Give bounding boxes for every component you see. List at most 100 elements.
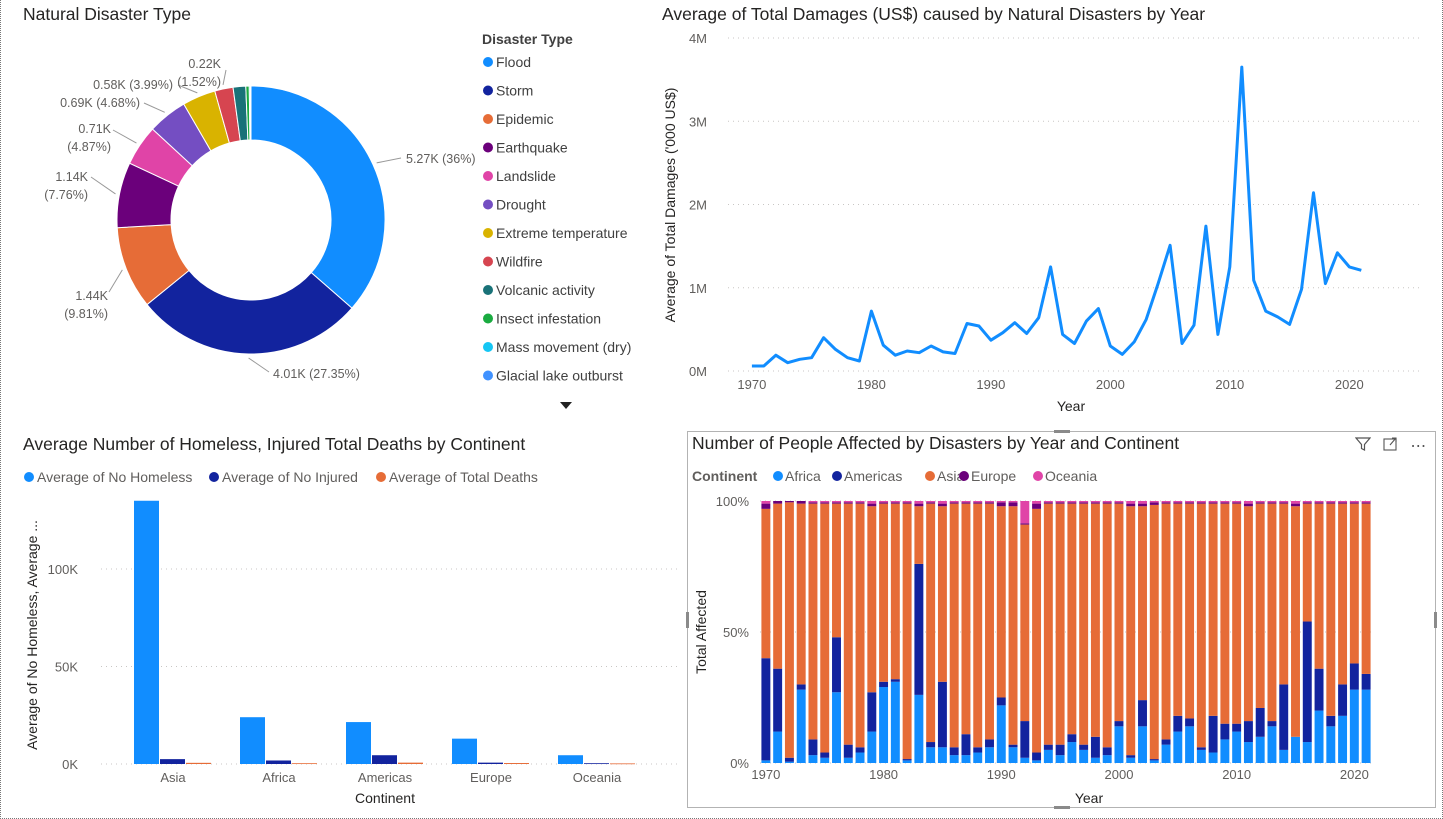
stacked-bar-1979-americas[interactable]: [867, 692, 877, 732]
stacked-bar-1975-americas[interactable]: [820, 752, 830, 758]
line-data-point[interactable]: [1299, 287, 1304, 292]
stacked-bar-1976-europe[interactable]: [832, 502, 841, 504]
stacked-bar-2012-americas[interactable]: [1255, 707, 1265, 737]
stacked-bar-1983-americas[interactable]: [914, 563, 924, 695]
stacked-bar-1998-europe[interactable]: [1090, 502, 1100, 504]
stacked-bar-2010-africa[interactable]: [1232, 731, 1242, 763]
stacked-bar-1986-oceania[interactable]: [949, 501, 959, 503]
stacked-bar-1988-asia[interactable]: [973, 503, 983, 748]
stacked-bar-2005-americas[interactable]: [1173, 715, 1183, 732]
stacked-bar-1979-oceania[interactable]: [867, 501, 877, 504]
stacked-bar-1971-americas[interactable]: [773, 668, 783, 732]
stacked-bar-1991-africa[interactable]: [1008, 747, 1018, 763]
stacked-bar-1982-asia[interactable]: [902, 503, 912, 760]
stacked-bar-2003-oceania[interactable]: [1149, 501, 1159, 503]
stacked-bar-1980-americas[interactable]: [879, 681, 889, 688]
caret-down-icon[interactable]: [560, 402, 572, 409]
stacked-bar-1978-africa[interactable]: [855, 752, 865, 763]
line-data-point[interactable]: [761, 364, 766, 369]
stacked-bar-1979-africa[interactable]: [867, 731, 877, 763]
stacked-bar-1990-africa[interactable]: [996, 705, 1006, 763]
bar-oceania-2[interactable]: [610, 763, 635, 765]
stacked-bar-2011-americas[interactable]: [1243, 721, 1253, 743]
stacked-bar-1986-americas[interactable]: [949, 747, 959, 756]
line-data-point[interactable]: [881, 343, 886, 348]
line-data-point[interactable]: [821, 335, 826, 340]
stacked-bar-2021-asia[interactable]: [1361, 503, 1371, 674]
stacked-bar-1970-africa[interactable]: [761, 760, 771, 763]
stacked-bar-2013-oceania[interactable]: [1267, 501, 1277, 503]
stacked-bar-1974-africa[interactable]: [808, 755, 818, 763]
stacked-bar-1998-africa[interactable]: [1090, 757, 1100, 763]
stacked-bar-1997-americas[interactable]: [1079, 744, 1089, 750]
line-data-point[interactable]: [929, 344, 934, 349]
stacked-bar-2008-europe[interactable]: [1208, 502, 1218, 504]
stacked-bar-1972-americas[interactable]: [784, 757, 794, 762]
stacked-bar-1973-americas[interactable]: [796, 684, 806, 690]
bar-africa-2[interactable]: [292, 763, 317, 765]
line-data-point[interactable]: [1048, 264, 1053, 269]
stacked-bar-1976-africa[interactable]: [832, 692, 841, 763]
stacked-legend-item[interactable]: Americas: [844, 468, 902, 484]
line-data-point[interactable]: [976, 324, 981, 329]
stacked-bar-1993-oceania[interactable]: [1032, 501, 1042, 504]
stacked-bar-1999-oceania[interactable]: [1102, 501, 1112, 503]
stacked-visual[interactable]: Number of People Affected by Disasters b…: [687, 431, 1436, 808]
stacked-bar-1988-africa[interactable]: [973, 752, 983, 763]
stacked-bar-1984-europe[interactable]: [926, 502, 936, 504]
stacked-bar-2002-africa[interactable]: [1138, 726, 1147, 763]
stacked-bar-2020-africa[interactable]: [1349, 689, 1359, 763]
line-data-point[interactable]: [1096, 306, 1101, 311]
bars-legend-item[interactable]: Average of Total Deaths: [389, 469, 538, 485]
stacked-bar-2002-europe[interactable]: [1138, 503, 1147, 507]
stacked-bar-1980-asia[interactable]: [879, 503, 889, 682]
stacked-bar-2020-asia[interactable]: [1349, 503, 1359, 664]
bar-asia-1[interactable]: [160, 759, 185, 764]
line-data-point[interactable]: [1120, 352, 1125, 357]
stacked-bar-2013-africa[interactable]: [1267, 726, 1277, 763]
stacked-bar-2014-americas[interactable]: [1279, 684, 1289, 750]
stacked-bar-1974-oceania[interactable]: [808, 501, 818, 503]
stacked-bar-2018-americas[interactable]: [1326, 715, 1336, 727]
bar-europe-0[interactable]: [452, 738, 477, 764]
stacked-bar-1988-oceania[interactable]: [973, 501, 983, 503]
stacked-bar-2020-americas[interactable]: [1349, 663, 1359, 690]
stacked-bar-2000-asia[interactable]: [1114, 503, 1124, 722]
line-data-point[interactable]: [857, 359, 862, 364]
stacked-legend-item[interactable]: Europe: [971, 468, 1016, 484]
stacked-bar-2008-africa[interactable]: [1208, 752, 1218, 763]
filter-icon[interactable]: [1354, 437, 1372, 455]
stacked-bar-1994-americas[interactable]: [1043, 744, 1053, 750]
stacked-bar-1976-asia[interactable]: [832, 503, 841, 638]
line-visual[interactable]: Average of Total Damages (US$) caused by…: [651, 0, 1441, 425]
stacked-bar-2016-europe[interactable]: [1302, 502, 1312, 504]
stacked-bar-1981-asia[interactable]: [890, 503, 900, 680]
stacked-bar-1975-asia[interactable]: [820, 503, 830, 753]
stacked-bar-2018-oceania[interactable]: [1326, 501, 1336, 503]
stacked-bar-2008-americas[interactable]: [1208, 715, 1218, 753]
stacked-bar-1989-africa[interactable]: [985, 747, 994, 763]
stacked-bar-1990-europe[interactable]: [996, 502, 1006, 507]
stacked-legend-item[interactable]: Asia: [937, 468, 964, 484]
stacked-bar-2001-asia[interactable]: [1126, 506, 1136, 756]
stacked-bar-1984-oceania[interactable]: [926, 501, 936, 503]
stacked-bar-1997-asia[interactable]: [1079, 503, 1089, 745]
line-data-point[interactable]: [845, 355, 850, 360]
stacked-bar-2011-asia[interactable]: [1243, 506, 1253, 722]
line-data-point[interactable]: [1239, 65, 1244, 70]
legend-item-mass-movement-dry-[interactable]: Mass movement (dry): [496, 339, 631, 355]
stacked-bar-1982-europe[interactable]: [902, 502, 912, 504]
stacked-bar-2018-asia[interactable]: [1326, 503, 1336, 716]
stacked-bar-2006-asia[interactable]: [1185, 503, 1195, 719]
stacked-bar-2007-oceania[interactable]: [1196, 501, 1206, 503]
stacked-bar-2014-oceania[interactable]: [1279, 501, 1289, 503]
line-data-point[interactable]: [773, 353, 778, 358]
stacked-bar-1987-oceania[interactable]: [961, 501, 971, 503]
stacked-bar-1979-europe[interactable]: [867, 503, 877, 507]
stacked-bar-2011-europe[interactable]: [1243, 503, 1253, 507]
stacked-bar-1972-europe[interactable]: [784, 501, 794, 503]
legend-item-flood[interactable]: Flood: [496, 54, 531, 70]
stacked-bar-chart[interactable]: Continent Africa Americas Asia Europe Oceania…: [687, 431, 1436, 808]
stacked-bar-1991-oceania[interactable]: [1008, 501, 1018, 503]
stacked-bar-2002-oceania[interactable]: [1138, 501, 1147, 504]
